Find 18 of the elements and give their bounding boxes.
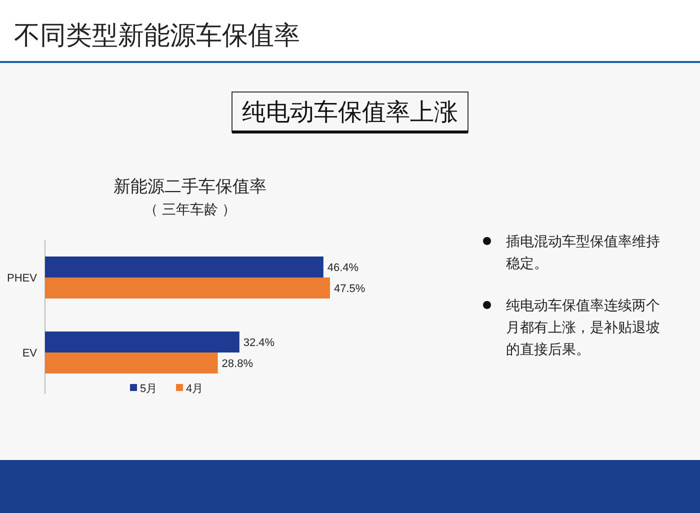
y-tick-label: PHEV [7, 272, 38, 284]
text: 插电混动车型保值率维持稳定。 [506, 233, 660, 271]
y-tick-label: EV [22, 348, 38, 360]
chart-title: 新能源二手车保值率 [114, 177, 266, 196]
text: 纯电动车保值率上涨 [242, 99, 458, 126]
data-label: 47.5% [334, 283, 366, 295]
chart-subtitle: （ 三年车龄 ） [144, 201, 236, 217]
legend-label: 5月 [140, 383, 158, 395]
text: 纯电动车保值率连续两个月都有上涨，是补贴退坡的直接后果。 [506, 297, 660, 357]
bar [45, 278, 330, 298]
bar [45, 256, 324, 278]
text: 不同类型新能源车保值率 [14, 20, 300, 50]
bar [45, 352, 218, 374]
data-label: 32.4% [243, 337, 275, 349]
data-label: 46.4% [327, 262, 359, 274]
data-label: 28.8% [222, 358, 254, 370]
legend-label: 4月 [186, 383, 204, 395]
bar [45, 332, 240, 352]
